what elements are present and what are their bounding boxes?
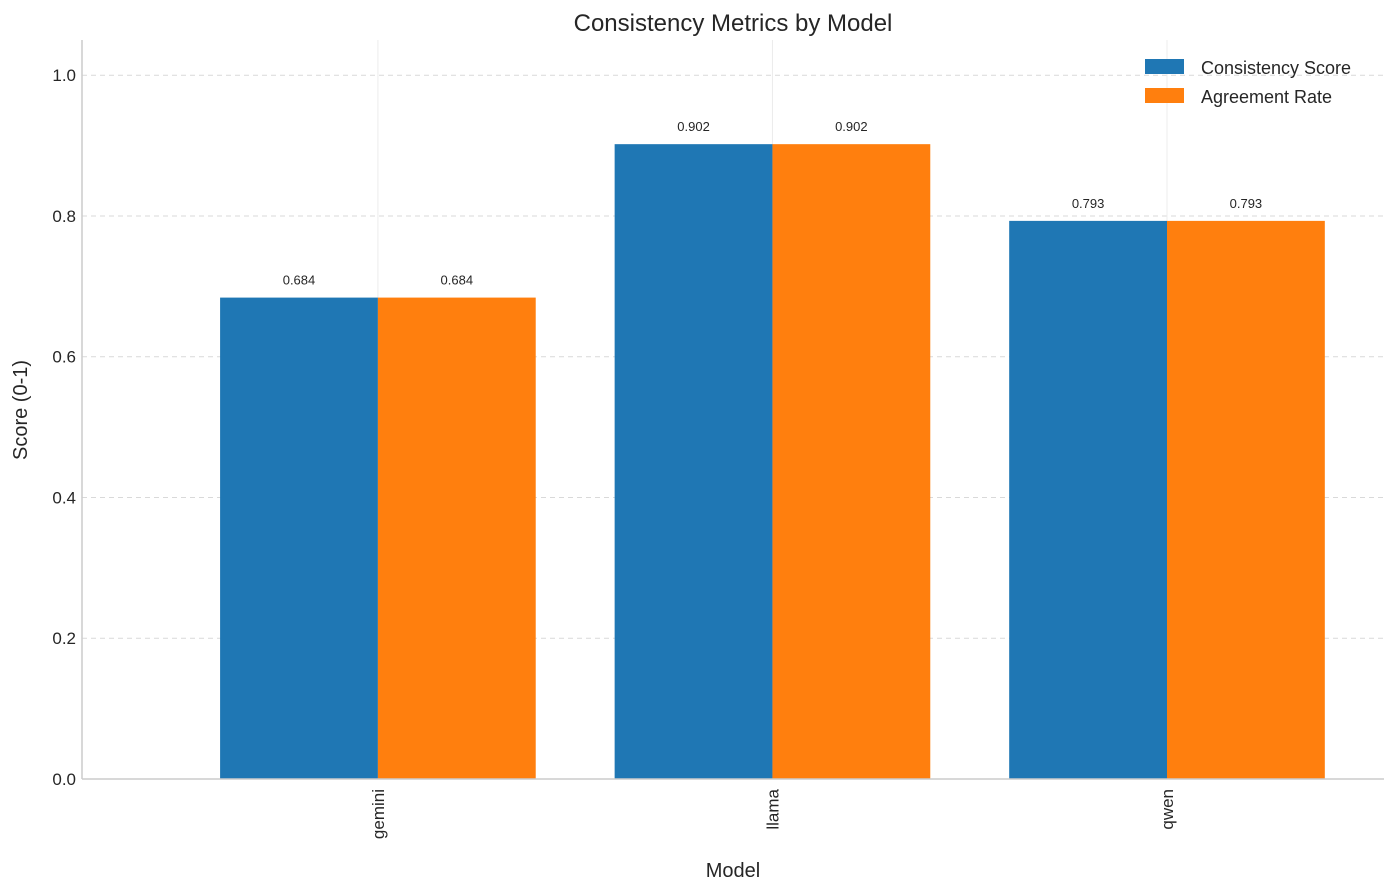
y-tick-labels: 0.0 0.2 0.4 0.6 0.8 1.0 bbox=[52, 66, 76, 789]
legend-swatch bbox=[1145, 88, 1184, 103]
y-tick-label: 0.8 bbox=[52, 207, 76, 226]
x-tick-label: llama bbox=[763, 788, 782, 829]
bar bbox=[220, 297, 378, 779]
legend-label: Consistency Score bbox=[1201, 58, 1351, 78]
data-label: 0.902 bbox=[835, 119, 868, 134]
x-tick-labels: gemini llama qwen bbox=[369, 788, 1177, 839]
bar bbox=[377, 297, 536, 779]
data-label: 0.793 bbox=[1230, 196, 1263, 211]
bar bbox=[1009, 220, 1167, 780]
y-tick-label: 0.2 bbox=[52, 629, 76, 648]
y-tick-label: 0.4 bbox=[52, 488, 76, 507]
y-tick-label: 0.6 bbox=[52, 348, 76, 367]
data-label: 0.684 bbox=[283, 273, 316, 288]
x-axis-label: Model bbox=[706, 860, 760, 882]
x-tick-label: qwen bbox=[1158, 789, 1177, 830]
bars bbox=[220, 144, 1325, 780]
y-tick-label: 0.0 bbox=[52, 770, 76, 789]
chart-title: Consistency Metrics by Model bbox=[574, 10, 893, 37]
data-label: 0.684 bbox=[441, 273, 474, 288]
y-tick-label: 1.0 bbox=[52, 66, 76, 85]
bar bbox=[1167, 220, 1325, 780]
legend-swatch bbox=[1145, 59, 1184, 74]
axes bbox=[81, 40, 1384, 780]
bar bbox=[772, 144, 931, 779]
y-axis-label: Score (0-1) bbox=[10, 360, 32, 460]
bar bbox=[614, 144, 773, 779]
data-labels: 0.684 0.902 0.793 0.684 0.902 0.793 bbox=[283, 119, 1262, 287]
x-tick-label: gemini bbox=[369, 789, 388, 839]
legend-label: Agreement Rate bbox=[1201, 87, 1332, 107]
data-label: 0.902 bbox=[677, 119, 710, 134]
legend: Consistency Score Agreement Rate bbox=[1145, 58, 1351, 107]
data-label: 0.793 bbox=[1072, 196, 1105, 211]
